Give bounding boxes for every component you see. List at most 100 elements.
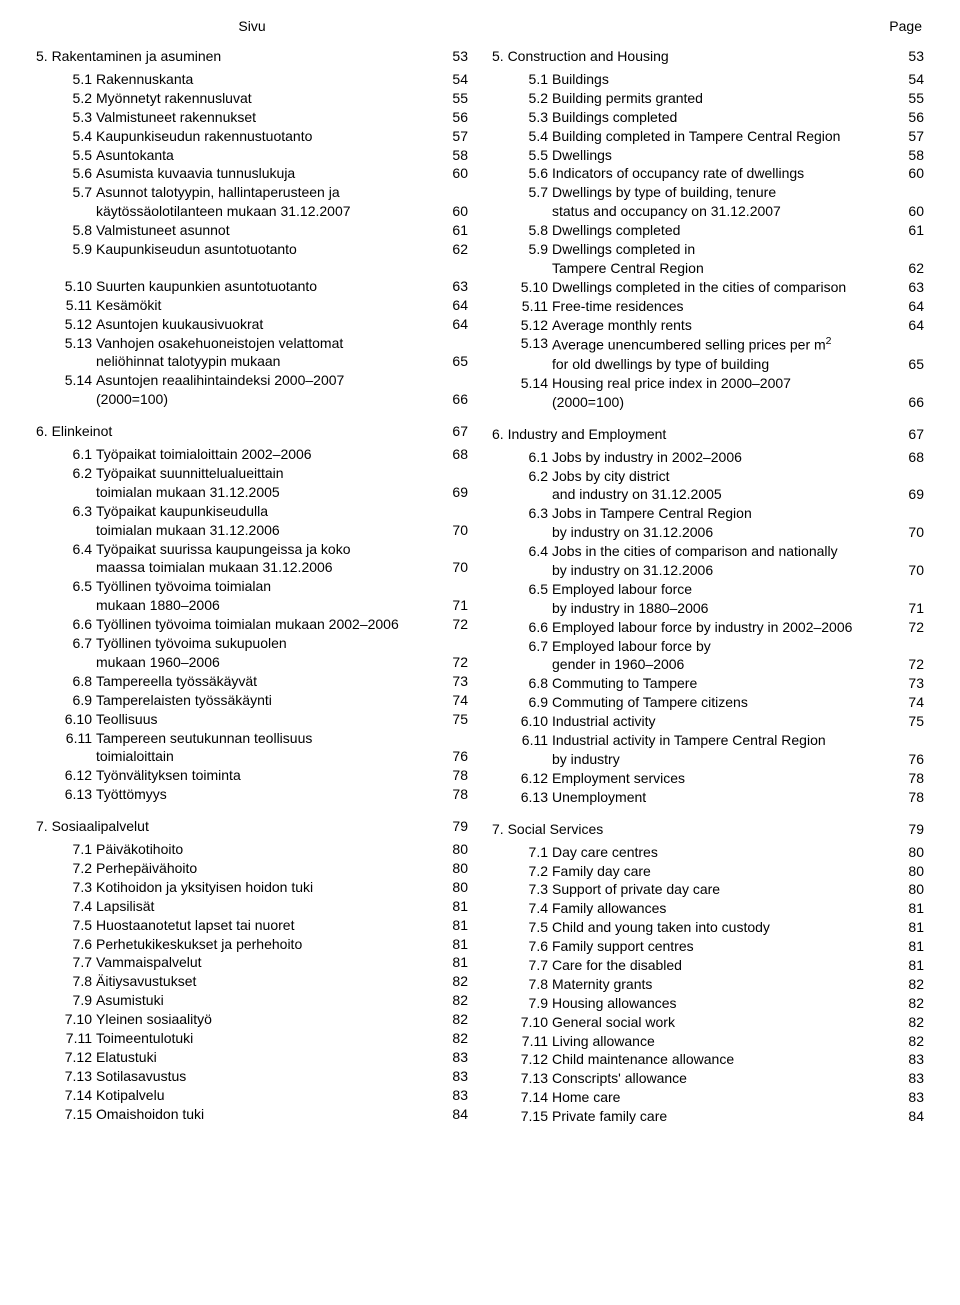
entry-label: Housing allowances <box>552 994 896 1013</box>
entry-number: 5.3 <box>510 108 552 127</box>
toc-entry: 7.14Home care83 <box>492 1088 924 1107</box>
entry-number: 7.12 <box>510 1050 552 1069</box>
section-title: 6. Elinkeinot <box>36 423 112 439</box>
toc-entry: 6.9Tamperelaisten työssäkäynti74 <box>36 691 468 710</box>
entry-page: 72 <box>896 655 924 674</box>
section-title-row: 6. Elinkeinot67 <box>36 423 468 439</box>
toc-entry: 7.11Toimeentulotuki82 <box>36 1029 468 1048</box>
entry-page: 69 <box>440 483 468 502</box>
entry-page: 62 <box>896 259 924 278</box>
entry-label: (2000=100) <box>552 393 896 412</box>
entry-label: Free-time residences <box>552 297 896 316</box>
entry-page: 68 <box>440 445 468 464</box>
entry-number: 5.2 <box>54 89 96 108</box>
toc-entry: 6.12Työnvälityksen toiminta78 <box>36 766 468 785</box>
toc-entry: käytössäolotilanteen mukaan 31.12.200760 <box>36 202 468 221</box>
toc-entry: mukaan 1880–200671 <box>36 596 468 615</box>
toc-entry: 5.9Kaupunkiseudun asuntotuotanto62 <box>36 240 468 259</box>
entry-number: 6.1 <box>54 445 96 464</box>
entry-number: 5.4 <box>510 127 552 146</box>
entry-label: and industry on 31.12.2005 <box>552 485 896 504</box>
section-page: 67 <box>896 426 924 442</box>
entry-page: 64 <box>440 296 468 315</box>
toc-entry: 6.6Employed labour force by industry in … <box>492 618 924 637</box>
entry-number: 7.1 <box>54 840 96 859</box>
entry-number: 7.2 <box>510 862 552 881</box>
entry-number: 6.2 <box>510 467 552 486</box>
entry-page: 70 <box>440 558 468 577</box>
entry-page: 75 <box>896 712 924 731</box>
entry-label: toimialan mukaan 31.12.2006 <box>96 521 440 540</box>
entry-number: 5.1 <box>510 70 552 89</box>
entry-label: Child maintenance allowance <box>552 1050 896 1069</box>
toc-entry: 5.14Asuntojen reaalihintaindeksi 2000–20… <box>36 371 468 390</box>
entry-number: 5.5 <box>510 146 552 165</box>
entry-label: Elatustuki <box>96 1048 440 1067</box>
entry-number: 7.3 <box>54 878 96 897</box>
toc-entry: 7.8Äitiysavustukset82 <box>36 972 468 991</box>
entry-number: 5.9 <box>54 240 96 259</box>
section-title-row: 5. Rakentaminen ja asuminen53 <box>36 48 468 64</box>
entry-label: Jobs by city district <box>552 467 896 486</box>
section-title-row: 5. Construction and Housing53 <box>492 48 924 64</box>
entry-label: mukaan 1880–2006 <box>96 596 440 615</box>
entry-page: 63 <box>896 278 924 297</box>
toc-entry: 7.15Private family care84 <box>492 1107 924 1126</box>
entry-label: Building permits granted <box>552 89 896 108</box>
entry-label: Employed labour force by <box>552 637 896 656</box>
entry-label: Teollisuus <box>96 710 440 729</box>
entry-page: 81 <box>896 956 924 975</box>
toc-entry: 7.1Day care centres80 <box>492 843 924 862</box>
entry-page: 74 <box>896 693 924 712</box>
entry-number: 7.7 <box>510 956 552 975</box>
toc-entry: 5.7Asunnot talotyypin, hallintaperusteen… <box>36 183 468 202</box>
entry-label: Asuntojen reaalihintaindeksi 2000–2007 <box>96 371 440 390</box>
entry-number: 6.5 <box>54 577 96 596</box>
entry-label: Valmistuneet rakennukset <box>96 108 440 127</box>
right-column: Page 5. Construction and Housing535.1Bui… <box>492 18 924 1126</box>
entry-number: 5.6 <box>54 164 96 183</box>
entry-label: Valmistuneet asunnot <box>96 221 440 240</box>
toc-entry: 7.4Lapsilisät81 <box>36 897 468 916</box>
entry-number: 6.13 <box>510 788 552 807</box>
toc-entry: 5.10Suurten kaupunkien asuntotuotanto63 <box>36 277 468 296</box>
entry-number: 6.3 <box>54 502 96 521</box>
entry-label: Dwellings by type of building, tenure <box>552 183 896 202</box>
entry-page: 81 <box>896 937 924 956</box>
toc-entry: 7.2Family day care80 <box>492 862 924 881</box>
entry-label: Asumistuki <box>96 991 440 1010</box>
entry-label: Care for the disabled <box>552 956 896 975</box>
toc-entry: 7.9Asumistuki82 <box>36 991 468 1010</box>
toc-entry: 7.1Päiväkotihoito80 <box>36 840 468 859</box>
entry-page: 81 <box>896 899 924 918</box>
section-title-row: 6. Industry and Employment67 <box>492 426 924 442</box>
toc-entry: 7.2Perhepäivähoito80 <box>36 859 468 878</box>
toc-entry: 6.12Employment services78 <box>492 769 924 788</box>
toc-entry: (2000=100)66 <box>36 390 468 409</box>
entry-page: 63 <box>440 277 468 296</box>
entry-number: 5.10 <box>510 278 552 297</box>
toc-entry: 6.9Commuting of Tampere citizens74 <box>492 693 924 712</box>
entry-label: Buildings completed <box>552 108 896 127</box>
entry-label: Unemployment <box>552 788 896 807</box>
entry-page: 56 <box>896 108 924 127</box>
entry-page: 75 <box>440 710 468 729</box>
entry-label: Child and young taken into custody <box>552 918 896 937</box>
entry-label: Family allowances <box>552 899 896 918</box>
entry-page: 83 <box>896 1069 924 1088</box>
entry-label: Kaupunkiseudun rakennustuotanto <box>96 127 440 146</box>
entry-number: 7.9 <box>54 991 96 1010</box>
toc-entry: 5.5Asuntokanta58 <box>36 146 468 165</box>
toc-entry: 6.13Työttömyys78 <box>36 785 468 804</box>
entry-label: maassa toimialan mukaan 31.12.2006 <box>96 558 440 577</box>
entry-label: Työpaikat kaupunkiseudulla <box>96 502 440 521</box>
blank-line <box>36 259 468 277</box>
entry-label: Vammaispalvelut <box>96 953 440 972</box>
toc-entry: 5.12Asuntojen kuukausivuokrat64 <box>36 315 468 334</box>
entry-label: for old dwellings by type of building <box>552 355 896 374</box>
toc-entry: gender in 1960–200672 <box>492 655 924 674</box>
entry-page: 61 <box>896 221 924 240</box>
entry-number: 5.9 <box>510 240 552 259</box>
toc-entry: 5.8Valmistuneet asunnot61 <box>36 221 468 240</box>
entry-page: 74 <box>440 691 468 710</box>
